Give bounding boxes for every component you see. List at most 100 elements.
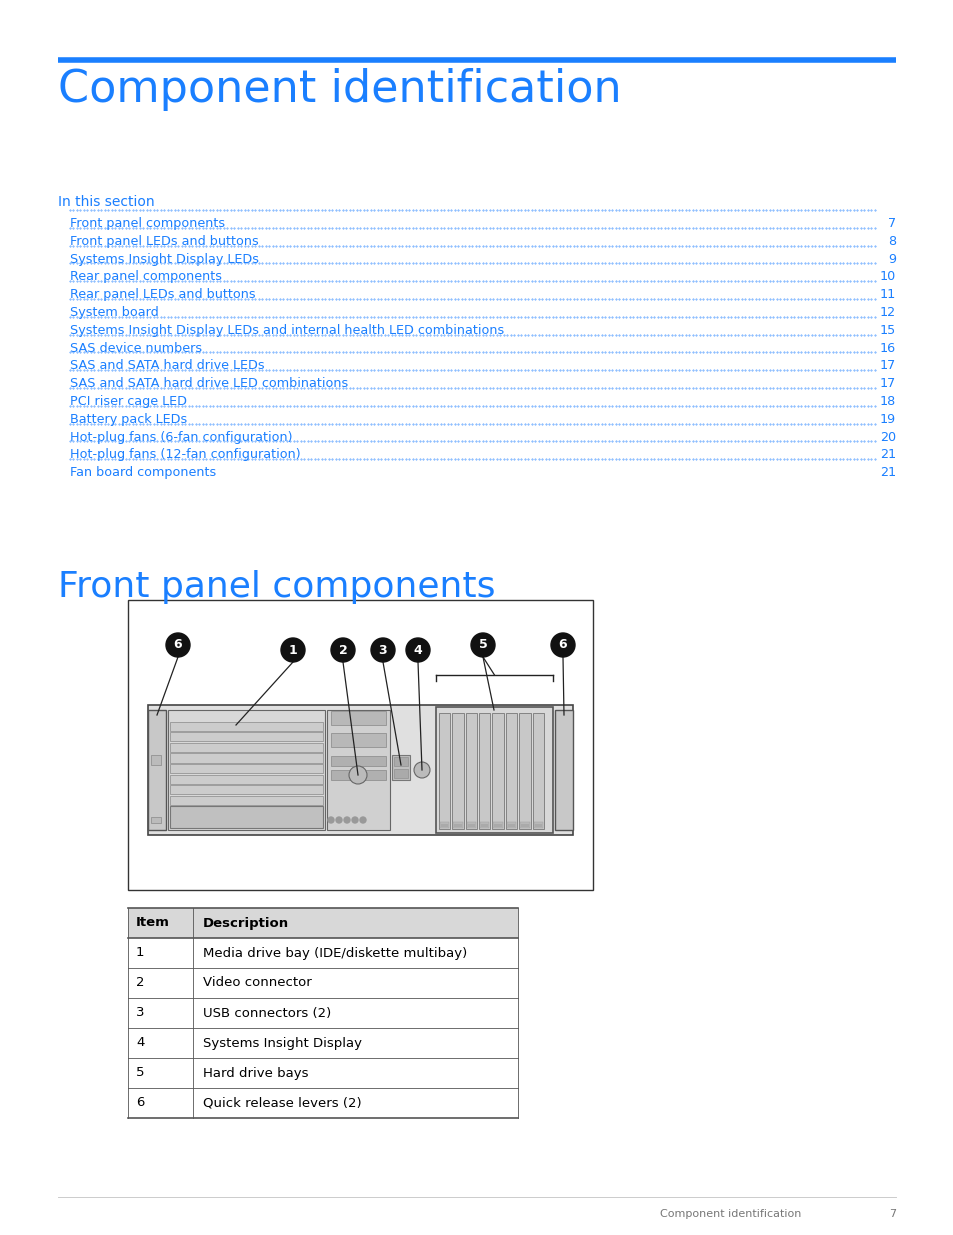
Circle shape	[352, 818, 357, 823]
Text: 6: 6	[558, 638, 567, 652]
Circle shape	[443, 767, 448, 773]
Bar	[168, 710, 325, 830]
Circle shape	[436, 767, 441, 773]
Bar	[148, 705, 573, 835]
Text: Front panel LEDs and buttons: Front panel LEDs and buttons	[70, 235, 258, 248]
Text: 1: 1	[136, 946, 144, 960]
Bar	[520, 824, 528, 827]
Circle shape	[328, 818, 334, 823]
Text: Battery pack LEDs: Battery pack LEDs	[70, 412, 187, 426]
Text: 21: 21	[879, 448, 895, 462]
Circle shape	[349, 766, 367, 784]
Text: SAS and SATA hard drive LED combinations: SAS and SATA hard drive LED combinations	[70, 377, 348, 390]
Text: 16: 16	[879, 342, 895, 354]
Bar	[394, 757, 408, 766]
Bar	[170, 742, 323, 752]
Text: Component identification: Component identification	[659, 1209, 801, 1219]
Bar	[128, 908, 517, 939]
Text: Hot-plug fans (12-fan configuration): Hot-plug fans (12-fan configuration)	[70, 448, 304, 462]
Bar	[151, 818, 161, 823]
Bar	[493, 823, 502, 827]
Circle shape	[344, 818, 350, 823]
Bar	[480, 824, 488, 827]
Text: Systems Insight Display LEDs: Systems Insight Display LEDs	[70, 253, 258, 266]
Bar	[331, 756, 386, 766]
Bar	[170, 764, 323, 773]
Bar	[507, 824, 515, 827]
Bar	[327, 710, 390, 830]
Bar	[452, 713, 463, 829]
Circle shape	[406, 638, 430, 662]
Text: Systems Insight Display: Systems Insight Display	[203, 1036, 361, 1050]
Text: 10: 10	[879, 270, 895, 283]
Text: 6: 6	[136, 1097, 144, 1109]
Circle shape	[551, 634, 575, 657]
Bar	[519, 823, 529, 827]
Bar	[555, 710, 573, 830]
Text: 5: 5	[136, 1067, 144, 1079]
Bar	[331, 734, 386, 747]
Text: 15: 15	[879, 324, 895, 337]
Text: Rear panel LEDs and buttons: Rear panel LEDs and buttons	[70, 288, 259, 301]
Bar	[439, 823, 449, 827]
Text: 21: 21	[879, 466, 895, 479]
Bar	[170, 774, 323, 784]
Text: 9: 9	[887, 253, 895, 266]
Bar	[465, 713, 476, 829]
Circle shape	[414, 762, 430, 778]
Circle shape	[371, 638, 395, 662]
Text: 1: 1	[289, 643, 297, 657]
Text: Quick release levers (2): Quick release levers (2)	[203, 1097, 361, 1109]
Circle shape	[281, 638, 305, 662]
Bar	[532, 713, 543, 829]
Text: Video connector: Video connector	[203, 977, 312, 989]
Text: System board: System board	[70, 306, 158, 319]
Text: Component identification: Component identification	[58, 68, 621, 111]
Bar	[453, 823, 462, 827]
Bar	[170, 785, 323, 794]
Bar	[436, 706, 553, 832]
Bar	[467, 824, 475, 827]
Text: In this section: In this section	[58, 195, 154, 209]
Circle shape	[359, 818, 366, 823]
Circle shape	[166, 634, 190, 657]
Bar	[394, 769, 408, 778]
Bar	[479, 823, 489, 827]
Circle shape	[450, 767, 455, 773]
Bar	[331, 711, 386, 725]
Bar	[505, 713, 517, 829]
Text: 4: 4	[414, 643, 422, 657]
Text: 7: 7	[888, 1209, 895, 1219]
Text: 7: 7	[887, 217, 895, 230]
Bar	[170, 753, 323, 762]
Text: 20: 20	[879, 431, 895, 443]
Bar	[128, 600, 593, 890]
Text: 3: 3	[136, 1007, 144, 1020]
Text: Rear panel components: Rear panel components	[70, 270, 222, 283]
Text: SAS device numbers: SAS device numbers	[70, 342, 202, 354]
Bar	[518, 713, 530, 829]
Bar	[454, 824, 461, 827]
Bar	[478, 713, 490, 829]
Bar	[170, 732, 323, 741]
Bar	[392, 755, 410, 781]
Text: 5: 5	[478, 638, 487, 652]
Text: PCI riser cage LED: PCI riser cage LED	[70, 395, 187, 408]
Text: 6: 6	[173, 638, 182, 652]
Circle shape	[457, 767, 462, 773]
Text: USB connectors (2): USB connectors (2)	[203, 1007, 331, 1020]
Text: Front panel components: Front panel components	[58, 571, 495, 604]
Bar	[148, 710, 166, 830]
Text: Description: Description	[203, 916, 289, 930]
Text: SAS and SATA hard drive LEDs: SAS and SATA hard drive LEDs	[70, 359, 269, 373]
Bar	[466, 823, 476, 827]
Text: 2: 2	[338, 643, 347, 657]
Bar	[170, 806, 323, 827]
Circle shape	[335, 818, 341, 823]
Text: 3: 3	[378, 643, 387, 657]
Text: 18: 18	[879, 395, 895, 408]
Text: 17: 17	[879, 377, 895, 390]
Circle shape	[331, 638, 355, 662]
Text: Fan board components: Fan board components	[70, 466, 220, 479]
Circle shape	[471, 634, 495, 657]
